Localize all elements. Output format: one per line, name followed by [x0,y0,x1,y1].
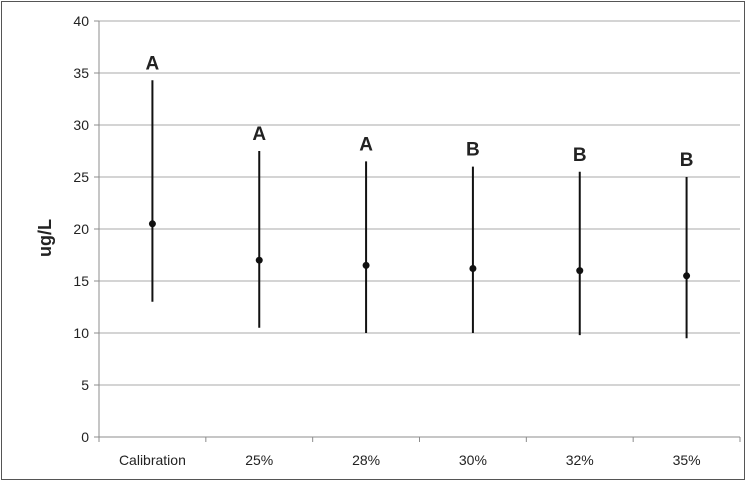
data-series [148,80,691,339]
group-letter: B [466,140,480,161]
x-tick-label: 32% [566,452,594,468]
y-tick-labels: 0 5 10 15 20 25 30 35 40 [73,13,89,445]
group-letter: B [680,150,694,171]
y-tick-label: 35 [73,65,89,81]
data-point [255,256,263,264]
y-tick-label: 5 [81,377,89,393]
data-point [148,220,156,228]
data-point [576,267,584,275]
group-letter: A [146,53,160,74]
group-letter: A [359,134,373,155]
y-axis-title: ug/L [35,219,55,257]
axes [94,20,741,442]
grid-lines [99,20,740,386]
x-tick-label: 30% [459,452,487,468]
group-letter: A [252,124,266,145]
y-tick-label: 15 [73,273,89,289]
y-tick-label: 40 [73,13,89,29]
y-tick-label: 25 [73,169,89,185]
data-point [362,261,370,269]
x-tick-label: 28% [352,452,380,468]
x-tick-labels: Calibration 25% 28% 30% 32% 35% [119,452,701,468]
x-tick-label: Calibration [119,452,186,468]
y-tick-label: 10 [73,325,89,341]
y-tick-label: 20 [73,221,89,237]
data-point [469,265,477,273]
y-tick-label: 30 [73,117,89,133]
y-tick-label: 0 [81,429,89,445]
data-point [683,272,691,280]
x-tick-label: 35% [673,452,701,468]
group-letter: B [573,145,587,166]
x-tick-label: 25% [245,452,273,468]
group-letters: A A A B B B [146,53,694,171]
